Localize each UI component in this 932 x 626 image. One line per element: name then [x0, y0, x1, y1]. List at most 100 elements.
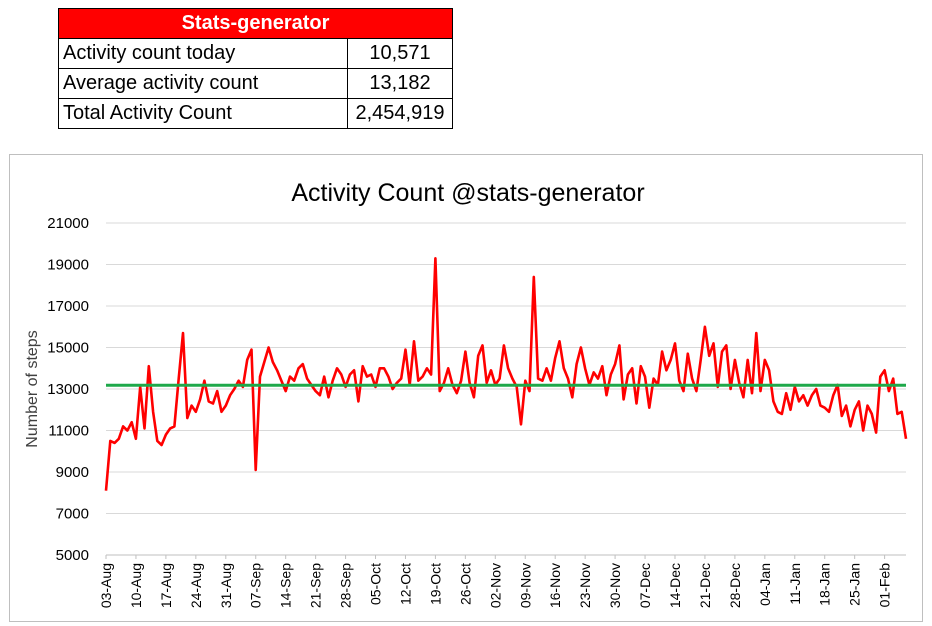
data-point: [794, 386, 796, 388]
data-point: [460, 380, 462, 382]
data-point: [199, 398, 201, 400]
data-point: [777, 411, 779, 413]
data-point: [148, 365, 150, 367]
data-point: [601, 365, 603, 367]
stats-row-today: Activity count today 10,571: [58, 38, 453, 69]
data-point: [700, 359, 702, 361]
data-point: [665, 369, 667, 371]
data-point: [751, 392, 753, 394]
data-point: [781, 413, 783, 415]
stats-table-header: Stats-generator: [58, 8, 453, 39]
data-point: [276, 369, 278, 371]
series-line-activity: [104, 257, 908, 491]
data-point: [186, 417, 188, 419]
data-point: [452, 384, 454, 386]
data-point: [332, 380, 334, 382]
data-point: [126, 430, 128, 432]
data-point: [135, 438, 137, 440]
data-point: [323, 376, 325, 378]
data-point: [862, 430, 864, 432]
x-tick-label: 18-Jan: [817, 563, 833, 606]
data-point: [131, 421, 133, 423]
data-point: [537, 378, 539, 380]
data-point: [477, 355, 479, 357]
data-point: [571, 396, 573, 398]
data-point: [255, 469, 257, 471]
y-tick-label: 21000: [47, 215, 89, 232]
data-point: [173, 425, 175, 427]
y-tick-label: 19000: [47, 257, 89, 274]
chart-area: 5000 7000 9000 11000 13000 15000 17000 19000 210…: [9, 154, 923, 622]
data-point: [879, 376, 881, 378]
data-point: [439, 390, 441, 392]
data-point: [259, 376, 261, 378]
data-point: [191, 405, 193, 407]
data-point: [807, 405, 809, 407]
data-point: [310, 384, 312, 386]
x-tick-label: 14-Sep: [278, 563, 294, 608]
x-axis-tick-labels: 03-Aug 10-Aug 17-Aug 24-Aug 31-Aug 07-Sep 14-S…: [98, 555, 893, 608]
stats-value-today: 10,571: [347, 38, 453, 69]
x-tick-label: 25-Jan: [847, 563, 863, 606]
data-point: [152, 411, 154, 413]
data-point: [648, 407, 650, 409]
data-point: [533, 276, 535, 278]
data-point: [400, 378, 402, 380]
data-point: [229, 394, 231, 396]
data-point: [811, 394, 813, 396]
data-point: [447, 367, 449, 369]
data-point: [353, 369, 355, 371]
y-tick-label: 15000: [47, 340, 89, 357]
data-point: [554, 357, 556, 359]
data-point: [828, 411, 830, 413]
data-point: [370, 374, 372, 376]
data-point: [567, 378, 569, 380]
data-point: [221, 411, 223, 413]
y-tick-label: 7000: [56, 506, 89, 523]
data-point: [755, 332, 757, 334]
data-point: [289, 376, 291, 378]
data-point: [490, 369, 492, 371]
data-point: [730, 388, 732, 390]
data-point: [683, 390, 685, 392]
data-point: [306, 378, 308, 380]
data-point: [238, 380, 240, 382]
data-point: [482, 344, 484, 346]
data-point: [742, 396, 744, 398]
data-point: [473, 396, 475, 398]
x-tick-label: 10-Aug: [128, 563, 144, 608]
stats-label-total: Total Activity Count: [58, 98, 348, 129]
data-point: [653, 378, 655, 380]
data-point: [824, 407, 826, 409]
data-point: [225, 405, 227, 407]
data-point: [362, 365, 364, 367]
data-point: [704, 326, 706, 328]
data-point: [790, 409, 792, 411]
data-point: [178, 378, 180, 380]
y-axis-tick-labels: 5000 7000 9000 11000 13000 15000 17000 19000 210…: [47, 215, 89, 564]
data-point: [139, 386, 141, 388]
x-tick-label: 19-Oct: [427, 563, 443, 605]
data-point: [819, 405, 821, 407]
stats-row-average: Average activity count 13,182: [58, 68, 453, 99]
data-point: [464, 351, 466, 353]
stats-row-total: Total Activity Count 2,454,919: [58, 98, 453, 129]
y-tick-label: 13000: [47, 381, 89, 398]
data-point: [691, 378, 693, 380]
x-tick-label: 23-Nov: [577, 563, 593, 608]
data-point: [524, 380, 526, 382]
data-point: [597, 378, 599, 380]
data-point: [507, 367, 509, 369]
x-tick-label: 02-Nov: [487, 563, 503, 608]
data-point: [858, 400, 860, 402]
data-point: [849, 425, 851, 427]
data-point: [212, 403, 214, 405]
series-points: [105, 257, 907, 491]
data-point: [588, 384, 590, 386]
data-point: [302, 363, 304, 365]
data-point: [246, 359, 248, 361]
data-point: [298, 367, 300, 369]
data-point: [486, 382, 488, 384]
data-point: [760, 390, 762, 392]
x-tick-label: 30-Nov: [607, 563, 623, 608]
